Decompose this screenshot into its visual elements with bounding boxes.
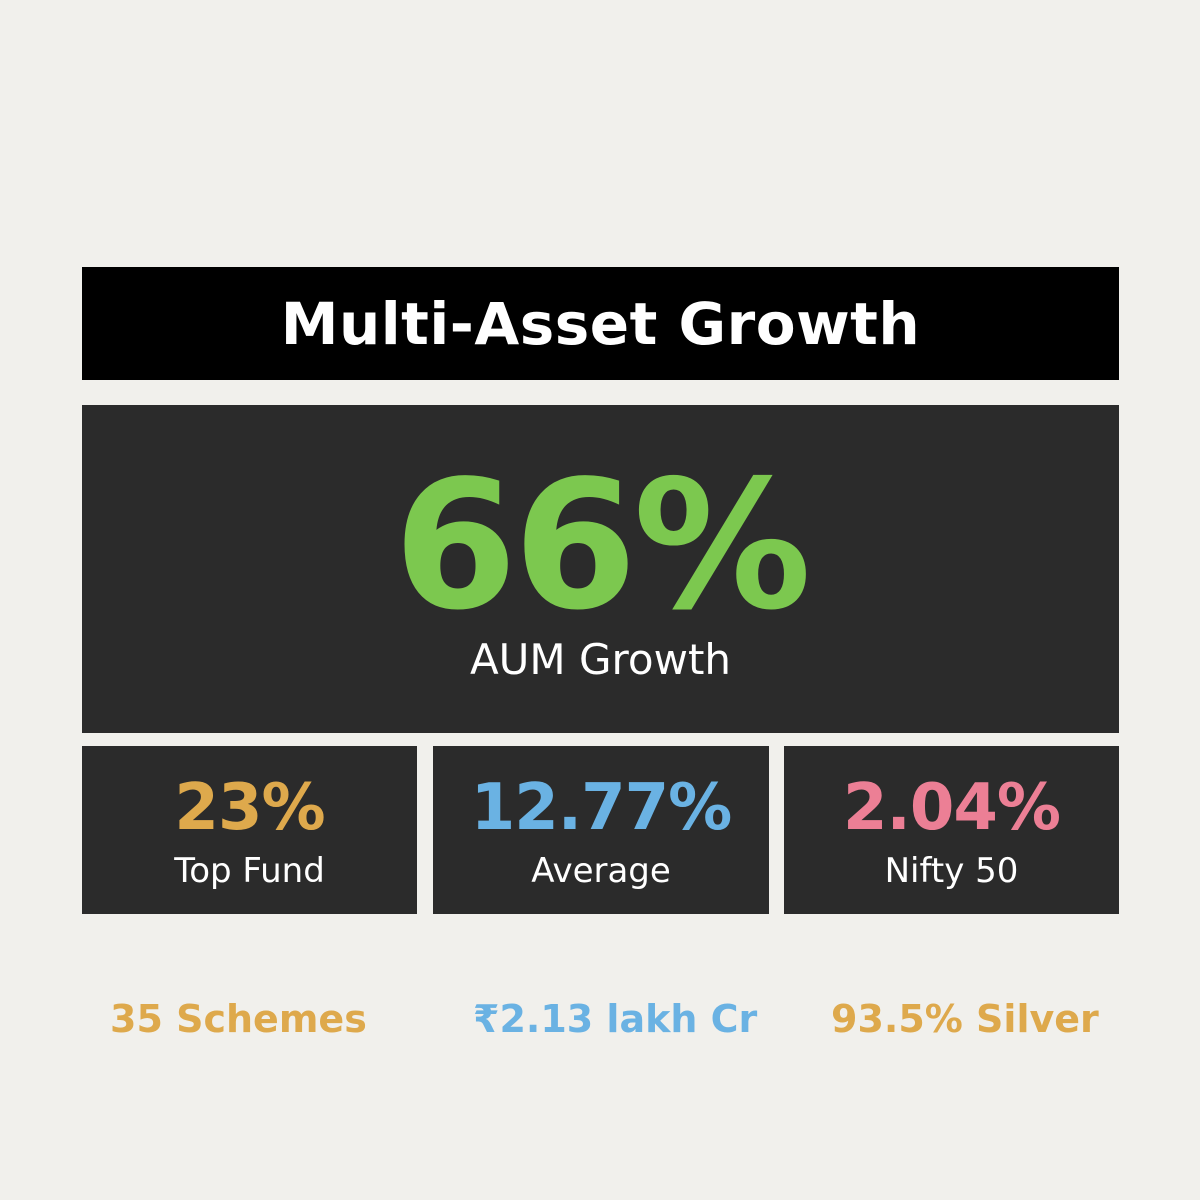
hero-label: AUM Growth xyxy=(469,635,732,684)
title-banner: Multi-Asset Growth xyxy=(82,267,1119,380)
stat-label: Nifty 50 xyxy=(884,851,1019,891)
footer-schemes-count: 35 Schemes xyxy=(110,997,367,1041)
stat-value: 12.77% xyxy=(470,771,733,845)
stat-card-top-fund: 23% Top Fund xyxy=(82,746,417,914)
stat-label: Average xyxy=(531,851,671,891)
footer-silver-share: 93.5% Silver xyxy=(831,997,1099,1041)
page-title: Multi-Asset Growth xyxy=(280,289,921,358)
stat-card-average: 12.77% Average xyxy=(433,746,769,914)
hero-value: 66% xyxy=(393,442,811,649)
stat-value: 2.04% xyxy=(842,771,1061,845)
hero-panel: 66% AUM Growth xyxy=(82,405,1119,733)
stat-value: 23% xyxy=(174,771,325,845)
footer-aum-total: ₹2.13 lakh Cr xyxy=(473,997,758,1041)
stat-label: Top Fund xyxy=(174,851,325,891)
stat-card-nifty-50: 2.04% Nifty 50 xyxy=(784,746,1119,914)
